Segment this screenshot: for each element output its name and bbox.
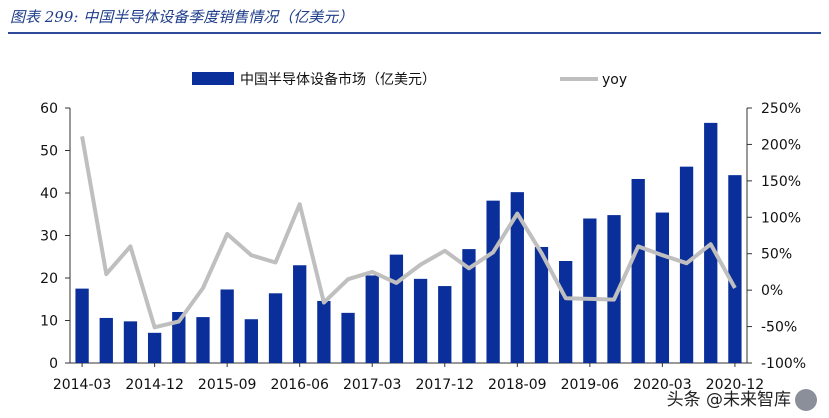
- x-tick-label: 2017-03: [343, 377, 402, 393]
- bar: [534, 246, 549, 363]
- y-left-tick-label: 30: [40, 229, 58, 245]
- bar: [438, 286, 452, 363]
- x-tick-label: 2017-12: [416, 377, 475, 393]
- y-right-tick-label: -50%: [761, 320, 797, 336]
- caption-rule: [8, 32, 821, 34]
- bar: [317, 300, 331, 363]
- bar-series: [75, 122, 742, 363]
- y-left-tick-label: 50: [40, 144, 58, 160]
- x-tick-label: 2018-09: [488, 377, 547, 393]
- watermark: 头条 @未来智库: [667, 385, 817, 411]
- legend-label-bars: 中国半导体设备市场（亿美元）: [240, 71, 436, 88]
- legend-swatch-bars: [192, 72, 234, 85]
- bar: [341, 312, 355, 363]
- bar: [365, 275, 379, 363]
- tick-labels: 0 10 20 30 40 50 60 -100% -50% 0% 50% 100% 150% 200% 2…: [40, 101, 806, 393]
- y-right-tick-label: 0%: [761, 283, 783, 299]
- x-tick-label: 2016-06: [270, 377, 329, 393]
- bar: [75, 288, 89, 363]
- y-left-tick-label: 60: [40, 101, 58, 117]
- y-left-tick-label: 10: [40, 314, 58, 330]
- x-tick-label: 2014-03: [53, 377, 112, 393]
- y-right-tick-label: 100%: [761, 210, 801, 226]
- bar: [559, 261, 573, 363]
- bar: [196, 317, 210, 363]
- yoy-series: [80, 136, 737, 330]
- bar: [389, 254, 404, 363]
- bar: [728, 175, 742, 363]
- bar: [462, 249, 476, 363]
- watermark-text: 头条 @未来智库: [666, 390, 791, 410]
- y-right-tick-label: 150%: [761, 174, 801, 190]
- bar: [510, 192, 524, 363]
- figure-caption: 图表 299: 中国半导体设备季度销售情况（亿美元）: [10, 8, 354, 26]
- bar: [244, 319, 258, 363]
- bar: [147, 332, 162, 363]
- x-tick-label: 2014-12: [125, 377, 184, 393]
- bar: [486, 200, 500, 363]
- bar: [607, 215, 621, 363]
- bar: [268, 293, 283, 363]
- x-tick-label: 2015-09: [198, 377, 257, 393]
- y-right-tick-label: 250%: [761, 101, 801, 117]
- axes: [65, 107, 752, 367]
- y-right-tick-label: 200%: [761, 137, 801, 153]
- bar: [631, 178, 645, 363]
- y-left-tick-label: 0: [49, 356, 58, 372]
- avatar-icon: [795, 389, 817, 411]
- bar: [655, 212, 670, 363]
- x-tick-label: 2020-03: [633, 377, 692, 393]
- bar: [220, 289, 234, 363]
- x-tick-label: 2020-12: [706, 377, 765, 393]
- chart-legend: 中国半导体设备市场（亿美元） yoy: [192, 71, 627, 88]
- legend-label-yoy: yoy: [602, 72, 627, 88]
- bar: [99, 317, 113, 363]
- y-right-tick-label: -100%: [761, 356, 806, 372]
- bar: [172, 312, 186, 363]
- bar: [413, 278, 428, 363]
- y-left-tick-label: 20: [40, 271, 58, 287]
- x-tick-label: 2019-06: [561, 377, 620, 393]
- bar: [293, 265, 307, 363]
- bar: [583, 218, 597, 363]
- bar: [123, 321, 138, 363]
- yoy-line: [80, 136, 737, 330]
- y-left-tick-label: 40: [40, 186, 58, 202]
- y-right-tick-label: 50%: [761, 247, 792, 263]
